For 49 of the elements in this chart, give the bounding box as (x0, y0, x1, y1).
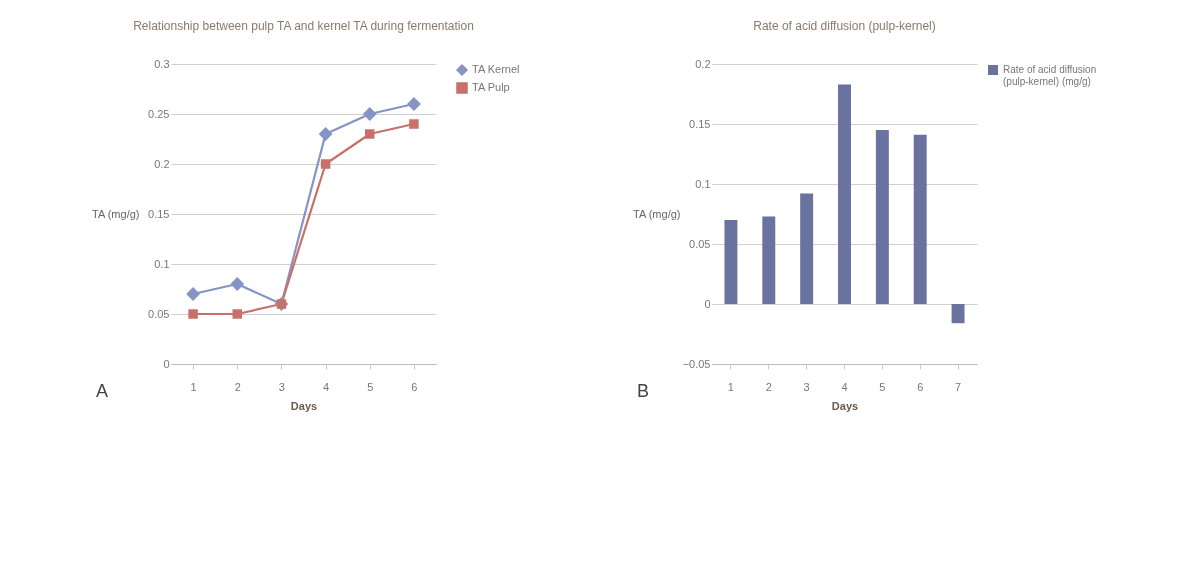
x-tick-label: 5 (367, 380, 374, 393)
x-axis-title: Days (831, 399, 859, 412)
legend-label: Rate of acid diffusion (pulp-kernel) (mg/g) (1003, 64, 1097, 87)
x-tick-label: 4 (841, 380, 848, 393)
y-tick-label: 0.05 (689, 237, 711, 250)
text: B (637, 381, 650, 401)
chart-title: Rate of acid diffusion (pulp-kernel) (753, 19, 936, 33)
y-tick-label: 0.3 (154, 57, 170, 70)
y-axis-title: TA (mg/g) (633, 207, 681, 220)
y-tick-label: 0.1 (695, 177, 711, 190)
x-tick-label: 3 (803, 380, 810, 393)
bar (724, 220, 738, 304)
legend-label: TA Kernel (472, 63, 520, 75)
y-axis-title: TA (mg/g) (92, 207, 140, 220)
x-tick-label: 4 (323, 380, 330, 393)
bar (875, 130, 889, 304)
legend-label: TA Pulp (472, 81, 510, 93)
x-tick-label: 2 (234, 380, 241, 393)
y-tick-label: 0.2 (695, 57, 711, 70)
bar (838, 84, 851, 304)
point (362, 107, 377, 121)
y-tick-label: 0.2 (154, 157, 170, 170)
bar (762, 216, 776, 304)
point (230, 277, 245, 291)
y-tick-label: −0.05 (682, 357, 711, 370)
x-tick-label: 3 (278, 380, 285, 393)
bar (951, 304, 965, 324)
x-axis-title: Days (290, 399, 318, 412)
x-tick-label: 6 (411, 380, 418, 393)
y-tick-label: 0 (704, 297, 711, 310)
y-tick-label: 0.15 (689, 117, 711, 130)
point (407, 97, 421, 111)
y-tick-label: 0.1 (154, 257, 170, 270)
x-tick-label: 1 (190, 380, 197, 393)
y-tick-label: 0 (163, 357, 170, 370)
bar (800, 193, 814, 304)
point (186, 287, 200, 301)
point (318, 127, 333, 141)
bar (913, 134, 927, 304)
y-tick-label: 0.25 (148, 107, 170, 120)
x-tick-label: 6 (917, 380, 924, 393)
x-tick-label: 1 (727, 380, 734, 393)
x-tick-label: 5 (879, 380, 886, 393)
text: A (96, 381, 109, 401)
chart-title: Relationship between pulp TA and kernel TA during fermentation (133, 19, 474, 33)
y-tick-label: 0.15 (148, 207, 170, 220)
y-tick-label: 0.05 (148, 307, 170, 320)
x-tick-label: 2 (765, 380, 772, 393)
x-tick-label: 7 (955, 380, 962, 393)
